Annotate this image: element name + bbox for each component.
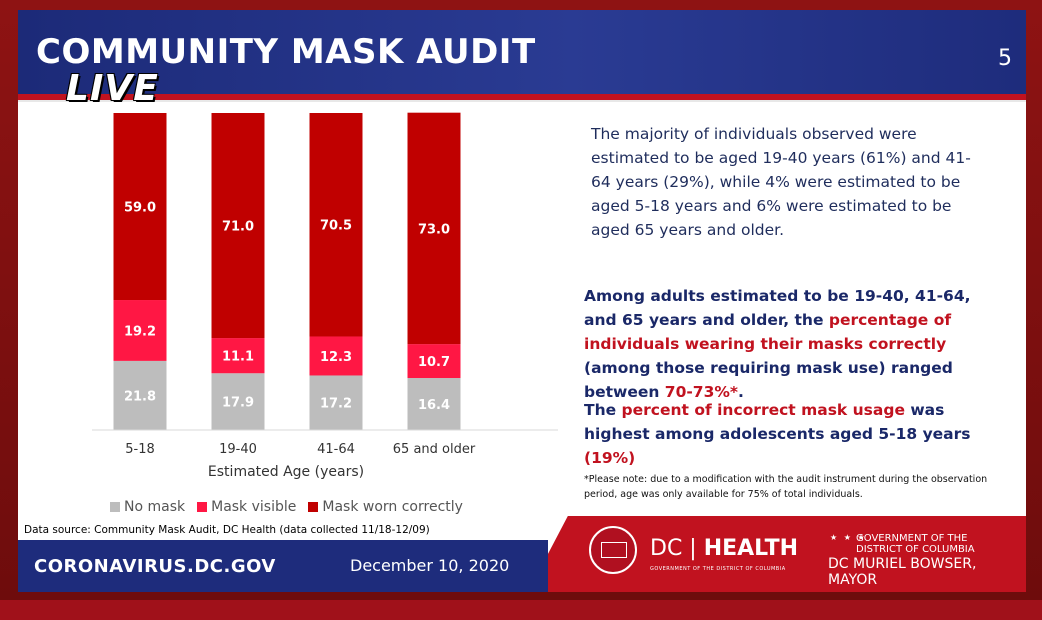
bar-65-and-older-series-2 bbox=[407, 112, 461, 345]
legend-label: Mask worn correctly bbox=[322, 499, 463, 515]
finding-incorrect-usage: The percent of incorrect mask usage was … bbox=[584, 398, 1004, 470]
bar-5-18-series-2 bbox=[113, 113, 167, 301]
legend-label: Mask visible bbox=[211, 499, 297, 515]
legend-item: Mask worn correctly bbox=[308, 499, 463, 515]
data-label: 12.3 bbox=[320, 350, 352, 365]
dc-seal-icon bbox=[589, 526, 637, 574]
finding1-highlight-b: 70-73%* bbox=[664, 383, 739, 401]
x-axis-title: Estimated Age (years) bbox=[208, 464, 364, 480]
finding2-text-b: was highest among adolescents aged 5-18 … bbox=[584, 401, 971, 443]
slide-number: 5 bbox=[998, 46, 1012, 71]
data-label: 10.7 bbox=[418, 355, 450, 370]
slide-title: COMMUNITY MASK AUDIT bbox=[36, 32, 536, 72]
data-label: 11.1 bbox=[222, 350, 254, 365]
x-tick-label: 19-40 bbox=[219, 442, 257, 457]
gov-logo-line2: DISTRICT OF COLUMBIA bbox=[856, 544, 975, 555]
x-tick-label: 5-18 bbox=[125, 442, 155, 457]
bar-19-40-series-0 bbox=[211, 373, 265, 430]
bar-65-and-older-series-0 bbox=[407, 378, 461, 430]
data-label: 73.0 bbox=[418, 222, 450, 237]
dc-flag-stars-icon: ★ ★ ★ bbox=[830, 533, 867, 542]
data-label: 17.2 bbox=[320, 397, 352, 412]
website-link[interactable]: CORONAVIRUS.DC.GOV bbox=[34, 556, 276, 577]
dc-health-dc: DC bbox=[650, 536, 683, 561]
dc-health-subtitle: GOVERNMENT OF THE DISTRICT OF COLUMBIA bbox=[650, 566, 786, 572]
legend-item: No mask bbox=[110, 499, 185, 515]
live-badge: LIVE bbox=[66, 68, 159, 109]
data-label: 71.0 bbox=[222, 220, 254, 235]
finding1-text-c: . bbox=[738, 383, 744, 401]
legend-swatch bbox=[197, 502, 208, 512]
footnote: *Please note: due to a modification with… bbox=[584, 474, 988, 500]
bar-41-64-series-2 bbox=[309, 113, 363, 337]
data-label: 19.2 bbox=[124, 324, 156, 339]
legend-swatch bbox=[308, 502, 319, 512]
dc-health-logo: DC | HEALTH bbox=[650, 536, 798, 561]
header-bar: COMMUNITY MASK AUDIT 5 bbox=[18, 10, 1026, 94]
footer-blue-panel: CORONAVIRUS.DC.GOV December 10, 2020 bbox=[18, 540, 548, 592]
slide: COMMUNITY MASK AUDIT 5 LIVE 21.8 19.2 59.0… bbox=[18, 10, 1026, 592]
data-label: 16.4 bbox=[418, 398, 450, 413]
data-label: 70.5 bbox=[320, 219, 352, 234]
finding2-highlight-a: percent of incorrect mask usage bbox=[621, 401, 905, 419]
data-label: 21.8 bbox=[124, 389, 156, 404]
dc-health-word: HEALTH bbox=[703, 536, 798, 561]
mayor-name: DC MURIEL BOWSER, MAYOR bbox=[828, 556, 977, 588]
gov-logo-line1: GOVERNMENT OF THE bbox=[856, 533, 968, 544]
finding2-text-a: The bbox=[584, 401, 622, 419]
bar-65-and-older-series-1 bbox=[407, 344, 461, 379]
finding1-text-b: (among those requiring mask use) ranged … bbox=[584, 359, 953, 401]
finding-correct-usage: Among adults estimated to be 19-40, 41-6… bbox=[584, 284, 1004, 404]
seal-building-icon bbox=[601, 542, 627, 558]
header-divider bbox=[18, 100, 1026, 102]
bar-19-40-series-2 bbox=[211, 113, 265, 339]
bar-19-40-series-1 bbox=[211, 338, 265, 374]
stacked-bar-chart: 21.8 19.2 59.0 17.9 11.1 71.0 17.2 12.3 70.5 16.4… bbox=[92, 112, 558, 480]
description-text: The majority of individuals observed wer… bbox=[591, 125, 971, 239]
legend-swatch bbox=[110, 502, 120, 512]
finding2-highlight-b: (19%) bbox=[584, 449, 636, 467]
data-source: Data source: Community Mask Audit, DC He… bbox=[24, 524, 430, 536]
bar-41-64-series-1 bbox=[309, 336, 363, 376]
finding1-text-a: Among adults estimated to be 19-40, 41-6… bbox=[584, 287, 971, 329]
logo-divider: | bbox=[682, 536, 704, 561]
data-label: 59.0 bbox=[124, 201, 156, 216]
x-tick-label: 65 and older bbox=[393, 442, 476, 457]
x-tick-label: 41-64 bbox=[317, 442, 355, 457]
bottom-red-band bbox=[0, 600, 1042, 620]
presentation-date: December 10, 2020 bbox=[350, 556, 510, 575]
bar-5-18-series-1 bbox=[113, 300, 167, 361]
bar-5-18-series-0 bbox=[113, 360, 167, 430]
data-label: 17.9 bbox=[222, 396, 254, 411]
legend-item: Mask visible bbox=[197, 499, 296, 515]
finding1-highlight-a: percentage of individuals wearing their … bbox=[584, 311, 952, 353]
legend-label: No mask bbox=[124, 499, 186, 515]
header-red-rule bbox=[18, 94, 1026, 100]
bar-41-64-series-0 bbox=[309, 375, 363, 430]
chart-legend: No mask Mask visible Mask worn correctly bbox=[110, 499, 463, 515]
